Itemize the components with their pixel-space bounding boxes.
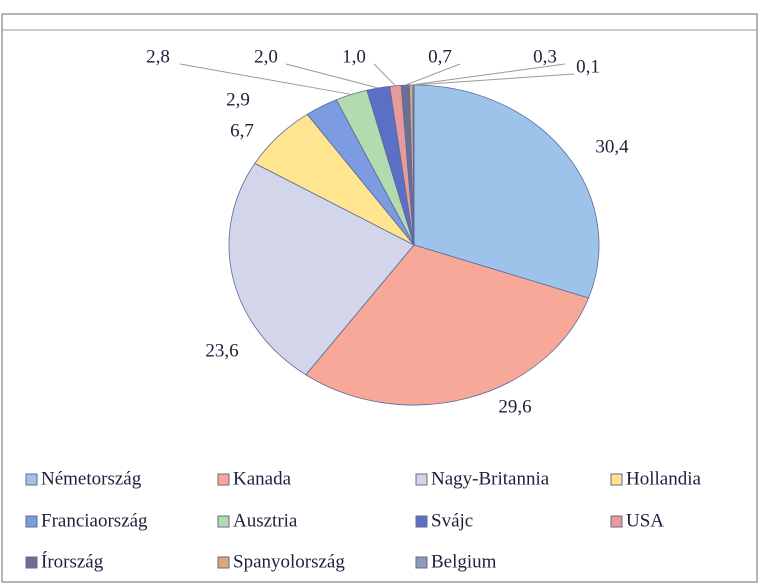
pie-slice — [305, 244, 590, 406]
legend-swatch — [610, 515, 623, 528]
data-label: 0,7 — [428, 46, 452, 67]
data-label: 2,0 — [254, 46, 278, 67]
leader-line — [413, 73, 575, 86]
leader-line — [411, 63, 566, 86]
data-label: 6,7 — [230, 120, 254, 141]
legend-swatch — [25, 515, 38, 528]
legend-label: USA — [626, 510, 664, 531]
legend-label: Nagy-Britannia — [431, 468, 550, 489]
data-label: 30,4 — [595, 136, 629, 157]
legend-label: Belgium — [431, 551, 497, 572]
data-labels: 30,4 29,6 23,6 6,7 2,9 2,8 2,0 1,0 0,7 0,3 0,1 — [146, 46, 629, 417]
legend-label: Franciaország — [41, 510, 148, 531]
data-label: 29,6 — [498, 396, 531, 417]
data-label: 0,1 — [576, 56, 600, 77]
data-label: 23,6 — [205, 340, 238, 361]
legend-swatch — [217, 473, 230, 486]
legend-label: Írország — [41, 550, 104, 572]
legend-swatch — [415, 556, 428, 569]
legend-swatch — [415, 515, 428, 528]
legend-label: Németország — [41, 468, 142, 489]
legend-swatch — [610, 473, 623, 486]
legend-label: Hollandia — [626, 468, 701, 489]
legend: Németország Kanada Nagy-Britannia Hollandia… — [25, 468, 701, 572]
legend-swatch — [217, 556, 230, 569]
data-label: 0,3 — [533, 46, 557, 67]
leader-line — [179, 63, 352, 95]
leader-line — [373, 63, 396, 87]
data-label: 2,8 — [146, 46, 170, 67]
pie-slice — [228, 162, 415, 376]
legend-label: Svájc — [431, 510, 473, 531]
legend-swatch — [415, 473, 428, 486]
legend-swatch — [217, 515, 230, 528]
pie-slice — [413, 84, 600, 299]
leader-line — [405, 63, 461, 86]
data-label: 1,0 — [342, 46, 366, 67]
pie — [228, 84, 600, 406]
legend-label: Spanyolország — [233, 551, 345, 572]
legend-label: Ausztria — [233, 510, 298, 531]
data-label: 2,9 — [226, 89, 250, 110]
legend-swatch — [25, 473, 38, 486]
legend-swatch — [25, 556, 38, 569]
leader-line — [285, 63, 379, 89]
legend-label: Kanada — [233, 468, 292, 489]
